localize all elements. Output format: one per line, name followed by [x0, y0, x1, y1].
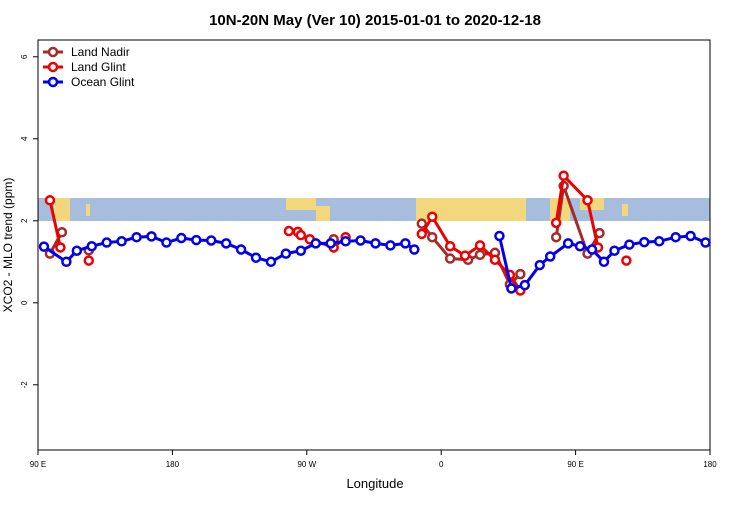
data-point: [550, 217, 562, 229]
data-point: [385, 240, 396, 251]
y-tick-label: -2: [20, 381, 29, 389]
x-tick-label: 180: [166, 460, 180, 469]
land-patch: [86, 204, 90, 216]
data-point: [624, 239, 635, 250]
x-tick-label: 90 E: [567, 460, 583, 469]
data-point: [700, 237, 711, 248]
data-point: [653, 236, 665, 247]
data-point: [550, 231, 562, 243]
data-point: [116, 236, 127, 247]
data-point: [340, 236, 351, 247]
data-point: [426, 231, 438, 243]
x-axis-label: Longitude: [346, 476, 403, 491]
series: [38, 230, 711, 294]
x-tick-label: 0: [439, 460, 444, 469]
legend-marker: [47, 61, 59, 73]
x-tick-label: 180: [703, 460, 717, 469]
data-point: [131, 231, 142, 243]
data-point: [474, 249, 486, 261]
land-patch: [622, 204, 628, 216]
data-point: [609, 245, 620, 256]
legend-label: Land Glint: [71, 60, 126, 74]
y-tick-label: 4: [20, 136, 29, 141]
data-point: [55, 242, 66, 253]
data-point: [295, 245, 307, 256]
legend-marker: [47, 46, 59, 58]
data-point: [639, 236, 650, 248]
data-point: [582, 195, 593, 206]
y-axis-label: XCO2 - MLO trend (ppm): [1, 178, 15, 313]
data-point: [519, 279, 531, 291]
data-point: [685, 230, 696, 242]
data-point: [544, 251, 556, 262]
data-point: [235, 244, 247, 255]
data-point: [61, 256, 72, 268]
data-point: [416, 218, 428, 229]
map-strip: [38, 198, 710, 221]
data-point: [444, 253, 456, 264]
data-point: [494, 230, 505, 242]
data-point: [558, 170, 569, 181]
y-tick-label: 0: [20, 300, 29, 305]
data-point: [598, 256, 610, 268]
land-patch: [54, 198, 70, 221]
legend-marker: [47, 76, 59, 88]
data-point: [205, 235, 217, 246]
data-point: [38, 241, 50, 252]
data-point: [459, 250, 471, 261]
land-patch: [286, 198, 316, 210]
data-point: [191, 234, 202, 246]
land-patch: [316, 206, 330, 221]
data-point: [594, 227, 605, 239]
data-point: [176, 232, 187, 244]
data-point: [444, 240, 456, 252]
ocean-band: [38, 198, 710, 221]
data-point: [83, 255, 95, 266]
data-point: [355, 235, 366, 246]
data-point: [416, 228, 428, 240]
data-point: [562, 238, 574, 249]
data-point: [310, 238, 322, 249]
data-point: [670, 231, 681, 243]
data-point: [515, 268, 526, 280]
data-point: [56, 227, 68, 238]
x-tick-label: 90 E: [30, 460, 46, 469]
data-point: [146, 231, 157, 242]
data-point: [586, 244, 598, 255]
data-point: [489, 254, 501, 266]
data-point: [220, 238, 232, 249]
data-point: [280, 248, 292, 259]
data-point: [409, 244, 420, 255]
data-point: [161, 237, 172, 248]
data-point: [71, 245, 83, 256]
data-point: [250, 252, 262, 263]
land-patch: [416, 198, 526, 221]
data-point: [621, 255, 632, 266]
data-point: [370, 238, 381, 249]
data-point: [86, 240, 98, 252]
data-point: [474, 240, 486, 251]
data-point: [265, 256, 277, 268]
data-point: [534, 259, 546, 271]
y-tick-label: 2: [20, 218, 29, 223]
data-point: [44, 195, 56, 206]
data-point: [101, 237, 112, 248]
data-point: [574, 240, 586, 252]
data-point: [295, 229, 307, 241]
legend-label: Land Nadir: [71, 45, 130, 59]
y-tick-label: 6: [20, 54, 29, 59]
data-point: [325, 238, 336, 249]
data-point: [506, 283, 517, 294]
data-point: [400, 238, 411, 249]
x-tick-label: 90 W: [297, 460, 316, 469]
data-point: [426, 211, 438, 222]
data-point: [283, 225, 295, 237]
legend-label: Ocean Glint: [71, 75, 135, 89]
chart-title: 10N-20N May (Ver 10) 2015-01-01 to 2020-…: [209, 12, 541, 29]
